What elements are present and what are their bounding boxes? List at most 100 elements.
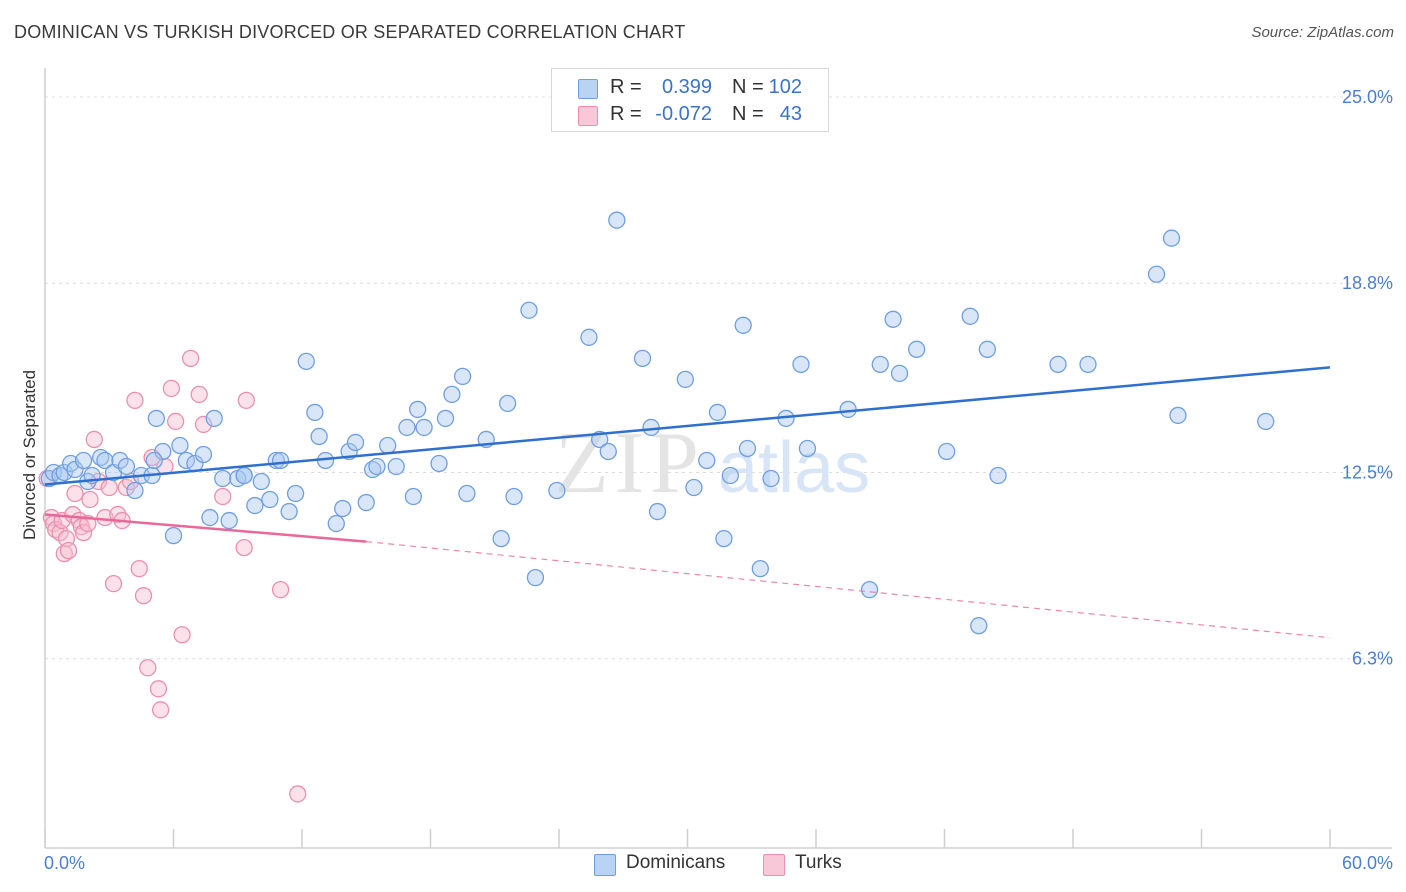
dominican-point <box>738 439 757 458</box>
turk-point <box>143 448 161 467</box>
dominican-point <box>147 409 166 428</box>
dominican-point <box>286 484 305 503</box>
turks-swatch <box>763 854 785 876</box>
series-legend: Dominicans Turks <box>0 852 1406 878</box>
turks-points <box>38 349 307 803</box>
dominican-point <box>1079 355 1097 374</box>
dominican-point <box>708 403 727 422</box>
n-value: 102 <box>768 76 802 98</box>
dominican-point <box>280 502 298 521</box>
watermark-zip: ZIP <box>555 415 705 512</box>
dominican-point <box>608 211 626 229</box>
dominican-point <box>989 466 1007 485</box>
dominicans-swatch <box>578 79 598 99</box>
turk-point <box>85 430 103 449</box>
dominican-point <box>751 559 769 578</box>
dominican-point <box>648 502 667 521</box>
n-label: N = <box>732 76 764 98</box>
dominican-point <box>252 472 270 491</box>
dominican-point <box>327 514 345 533</box>
turk-point <box>66 484 84 503</box>
dominican-point <box>937 442 956 461</box>
dominican-point <box>721 466 739 485</box>
gridlines <box>45 96 1392 660</box>
dominican-point <box>734 316 752 334</box>
dominican-point <box>792 355 810 374</box>
dominican-point <box>1147 265 1166 283</box>
dominican-point <box>498 394 517 413</box>
dominican-point <box>126 481 144 500</box>
dominican-point <box>548 481 566 500</box>
axes <box>44 68 1392 849</box>
dominican-point <box>443 385 461 404</box>
dominican-point <box>908 340 926 358</box>
dominican-point <box>676 370 695 389</box>
dominican-point <box>261 490 279 509</box>
dominican-point <box>164 526 183 545</box>
dominican-point <box>1257 412 1275 431</box>
dominican-point <box>715 529 733 548</box>
turk-point <box>289 785 307 803</box>
dominican-point <box>171 436 189 455</box>
dominican-point <box>1162 229 1181 247</box>
turk-point <box>166 412 185 431</box>
turk-point <box>64 505 82 524</box>
dominican-point <box>205 409 223 428</box>
dominican-point <box>978 340 996 358</box>
legend-row-dominicans: R = 0.399 N = 102 <box>552 75 828 101</box>
dominican-point <box>685 478 703 497</box>
dominican-point <box>1169 406 1187 425</box>
dominican-point <box>201 508 219 527</box>
turk-point <box>134 587 153 605</box>
x-tick-label: 60.0% <box>1342 853 1393 873</box>
dominican-point <box>961 307 979 325</box>
dominican-point <box>368 457 386 476</box>
dominican-point <box>96 451 114 470</box>
dominican-point <box>698 451 716 470</box>
turk-point <box>214 487 232 506</box>
dominican-point <box>387 457 405 476</box>
turk-point <box>81 490 99 509</box>
dominican-point <box>580 328 598 346</box>
tick-labels: 6.3% 12.5% 18.8% 25.0% 0.0% 60.0% <box>44 87 1393 873</box>
dominican-point <box>398 418 416 437</box>
dominican-point <box>111 451 129 470</box>
dominican-point <box>379 436 397 455</box>
r-label: R = <box>610 76 642 98</box>
trendlines <box>44 366 1331 639</box>
dominican-point <box>74 451 93 470</box>
dominican-point <box>145 451 163 470</box>
dominican-point <box>271 451 290 470</box>
turk-point <box>235 538 253 557</box>
dominicans-trendline <box>44 366 1331 486</box>
dominican-point <box>458 484 476 503</box>
legend-label: Dominicans <box>626 852 726 873</box>
dominican-point <box>839 400 857 419</box>
dominican-point <box>526 568 545 587</box>
turk-point <box>162 379 181 398</box>
dominican-point <box>194 445 213 464</box>
turk-point <box>126 391 144 410</box>
turk-point <box>74 523 93 542</box>
dominican-point <box>408 400 427 419</box>
chart-title: DOMINICAN VS TURKISH DIVORCED OR SEPARAT… <box>14 22 686 42</box>
turk-point <box>173 626 191 644</box>
dominican-point <box>357 493 375 512</box>
dominican-point <box>492 529 510 548</box>
turk-point <box>271 581 290 599</box>
turk-point <box>237 391 255 410</box>
dominican-point <box>235 466 253 485</box>
dominican-point <box>884 310 902 328</box>
dominican-point <box>117 457 136 476</box>
turk-point <box>59 541 78 560</box>
watermark-atlas: atlas <box>718 428 870 508</box>
legend-label: Turks <box>795 852 842 873</box>
turk-point <box>139 659 157 677</box>
source-credit: Source: ZipAtlas.com <box>1251 24 1394 41</box>
turks-trendline <box>44 513 367 543</box>
turk-point <box>181 349 200 367</box>
dominican-point <box>890 364 909 383</box>
dominican-point <box>214 469 232 488</box>
dominican-point <box>297 352 315 371</box>
